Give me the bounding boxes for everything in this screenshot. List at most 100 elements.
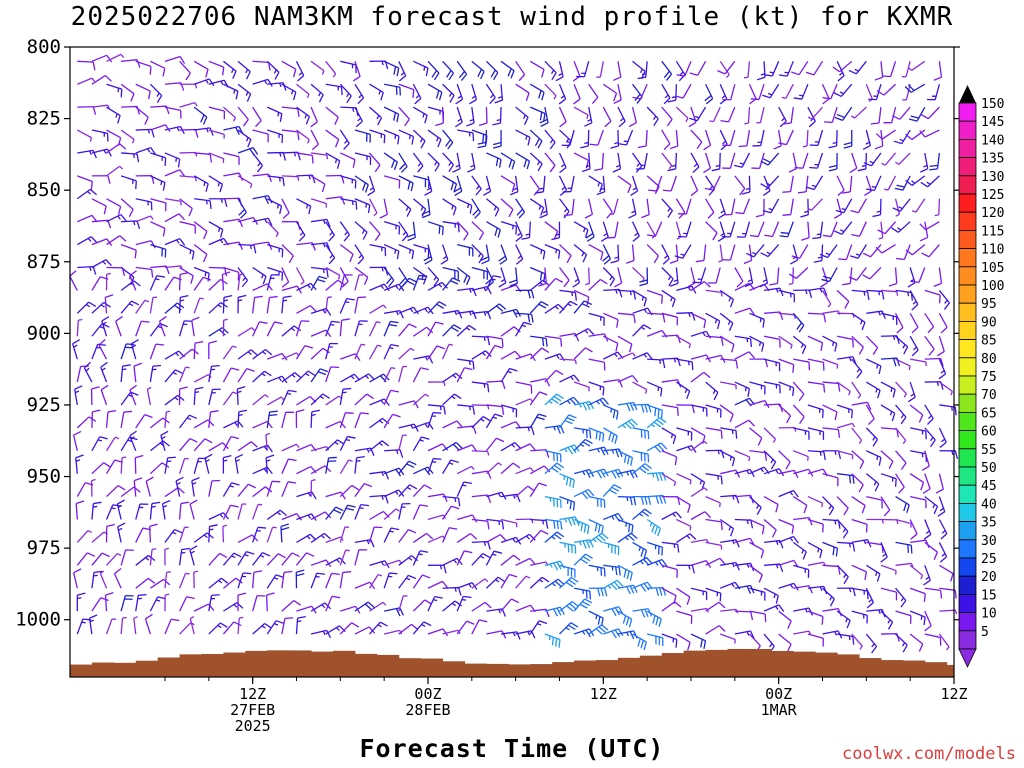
wind-barb	[383, 367, 396, 383]
wind-barb	[149, 275, 165, 291]
wind-barb	[529, 529, 549, 543]
wind-barb	[164, 618, 180, 635]
wind-barb	[602, 106, 612, 128]
wind-barb	[632, 381, 648, 394]
wind-barb	[339, 484, 360, 498]
wind-barb	[106, 198, 122, 215]
wind-barb	[354, 152, 372, 166]
wind-barb	[398, 365, 407, 383]
wind-barb	[456, 198, 473, 214]
wind-barb	[529, 175, 541, 196]
wind-barb	[179, 348, 200, 360]
wind-barb	[865, 633, 878, 654]
wind-barb	[544, 606, 565, 617]
wind-barb	[558, 106, 567, 128]
wind-barb	[632, 267, 645, 283]
wind-barb	[161, 499, 171, 520]
wind-barb	[120, 549, 134, 566]
wind-barb	[427, 345, 445, 360]
wind-barb	[689, 106, 707, 122]
wind-barb	[412, 574, 431, 589]
wind-barb	[120, 486, 141, 498]
wind-barb	[442, 277, 461, 291]
wind-barb	[149, 548, 157, 566]
wind-barb	[558, 414, 577, 429]
wind-barb	[529, 152, 543, 172]
wind-barb	[802, 130, 809, 148]
wind-barb	[822, 496, 835, 516]
wind-barb	[368, 344, 382, 360]
wind-barb	[223, 602, 244, 612]
wind-barb	[895, 633, 908, 653]
x-tick-label: 12Z	[590, 685, 617, 703]
wind-barb	[193, 386, 204, 405]
wind-barb	[895, 518, 912, 528]
wind-barb	[120, 616, 127, 635]
wind-barb	[676, 381, 691, 400]
wind-barb	[895, 610, 912, 624]
wind-barb	[807, 312, 827, 323]
wind-barb	[646, 106, 659, 127]
colorbar-label: 40	[981, 497, 997, 512]
wind-barb	[164, 169, 186, 177]
colorbar-label: 10	[981, 607, 997, 622]
wind-barb	[223, 577, 243, 589]
wind-barb	[866, 450, 882, 466]
wind-barb	[339, 129, 350, 150]
wind-barb	[617, 106, 626, 128]
wind-barb	[603, 335, 619, 352]
colorbar-swatch	[958, 521, 977, 541]
wind-barb	[310, 629, 332, 638]
wind-barb	[609, 198, 619, 215]
wind-barb	[442, 420, 463, 429]
wind-barb	[340, 152, 356, 168]
wind-barb	[690, 312, 707, 329]
wind-barb	[325, 196, 346, 205]
wind-barb	[222, 455, 232, 474]
wind-barb	[573, 400, 594, 411]
wind-barb	[734, 381, 751, 397]
colorbar-swatch	[958, 557, 977, 577]
source-credit: coolwx.com/models	[842, 744, 1016, 764]
wind-barb	[763, 287, 784, 297]
colorbar-swatch	[958, 320, 977, 340]
wind-barb	[911, 198, 926, 213]
wind-barb	[325, 152, 341, 169]
wind-barb	[910, 358, 927, 367]
wind-barb	[236, 386, 246, 405]
wind-barb	[369, 83, 384, 101]
wind-barb	[267, 175, 285, 187]
wind-barb	[135, 503, 149, 520]
wind-barb	[646, 442, 668, 453]
wind-barb	[778, 404, 792, 424]
wind-barb	[790, 244, 799, 265]
wind-barb	[751, 152, 765, 169]
wind-barb	[266, 480, 281, 497]
wind-barb	[427, 221, 444, 235]
wind-barb	[91, 75, 112, 85]
wind-barb	[573, 300, 592, 314]
wind-barb	[368, 321, 381, 337]
wind-barb	[544, 518, 563, 530]
wind-barb	[734, 610, 754, 621]
terrain-block	[859, 658, 882, 677]
wind-barb	[150, 198, 167, 212]
wind-barb	[515, 129, 531, 146]
wind-barb	[891, 221, 911, 233]
wind-barb	[763, 496, 779, 513]
colorbar-swatch	[958, 339, 977, 359]
wind-barb	[281, 617, 294, 635]
wind-barb	[705, 625, 726, 635]
wind-barb	[100, 384, 109, 406]
wind-barb	[782, 198, 794, 216]
wind-barb	[104, 592, 114, 612]
wind-barb	[310, 347, 331, 360]
wind-barb	[222, 504, 239, 520]
wind-barb	[883, 106, 897, 124]
wind-barb	[354, 456, 365, 474]
wind-barb	[848, 60, 867, 75]
colorbar-swatch	[958, 284, 977, 304]
colorbar-swatch	[958, 612, 977, 632]
wind-barb	[515, 321, 532, 337]
wind-barb	[222, 345, 237, 360]
